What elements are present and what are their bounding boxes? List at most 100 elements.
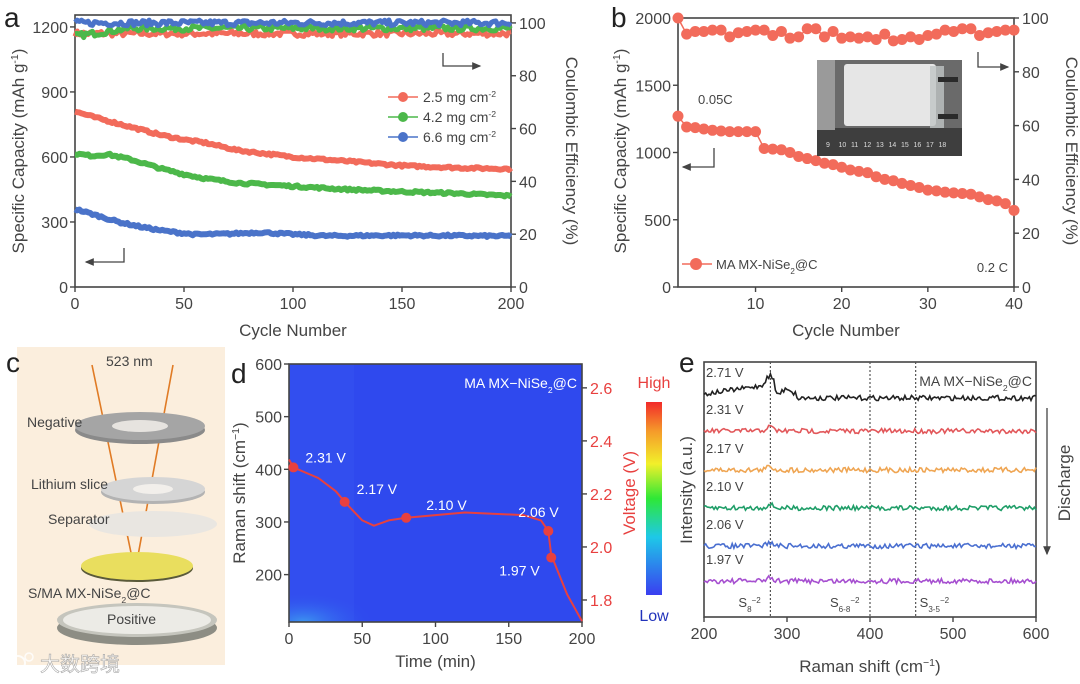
ce-series-2 — [73, 17, 513, 29]
right-axis-arrow-icon — [442, 53, 482, 70]
legend-marker — [398, 132, 408, 142]
capacity-point — [930, 185, 942, 197]
lithium-slice-hole — [133, 484, 173, 494]
capacity-point — [801, 153, 813, 165]
y-tick-label: 1500 — [635, 78, 671, 95]
spectrum-voltage-label: 2.31 V — [706, 402, 744, 417]
y-tick-label: 100 — [1022, 11, 1049, 28]
legend-marker — [398, 92, 408, 102]
ce-point — [1008, 24, 1020, 36]
y-tick-label: 100 — [519, 16, 546, 33]
voltage-point-label: 2.10 V — [426, 497, 467, 513]
label-part: S — [738, 595, 747, 610]
lithium-slice-label: Lithium slice — [31, 476, 108, 492]
ce-point — [681, 28, 693, 40]
rate-label-0-2c: 0.2 C — [977, 260, 1008, 275]
ce-point — [818, 31, 830, 43]
x-tick-label: 150 — [495, 631, 522, 648]
label-part: Specific Capacity (mAh g — [611, 64, 630, 254]
voltage-curve — [288, 459, 583, 622]
ruler-number: 12 — [864, 142, 872, 149]
y-tick-label: 2000 — [635, 11, 671, 28]
capacity-series-1 — [74, 150, 513, 200]
y-tick-label: 60 — [519, 122, 537, 139]
ce-point — [715, 24, 727, 36]
x-tick-label: 30 — [919, 296, 937, 313]
y-tick-label: 400 — [255, 462, 282, 479]
plot-frame — [74, 14, 512, 288]
label-part: ) — [9, 49, 28, 55]
capacity-point — [982, 194, 994, 206]
voltage-point — [401, 512, 412, 523]
ce-point — [801, 23, 813, 35]
y-tick-label: 2.6 — [590, 381, 612, 398]
voltage-point-label: 1.97 V — [499, 563, 540, 579]
capacity-point — [965, 188, 977, 200]
y-axis-title: Specific Capacity (mAh g-1) — [9, 49, 28, 254]
label-part: -2 — [488, 89, 496, 99]
capacity-point — [1008, 204, 1020, 216]
spectrum-voltage-label: 2.06 V — [706, 517, 744, 532]
colorbar-high-label: High — [638, 375, 671, 392]
capacity-point — [672, 110, 684, 122]
capacity-point — [793, 151, 805, 163]
vertical-ruler — [817, 60, 835, 130]
label-part: 2 — [548, 385, 553, 395]
voltage-point-label: 2.06 V — [518, 504, 559, 520]
capacity-point — [956, 188, 968, 200]
ce-point — [732, 27, 744, 39]
y-tick-label: 300 — [41, 215, 68, 232]
ruler-number: 15 — [901, 142, 909, 149]
capacity-point — [862, 167, 874, 179]
ce-point — [706, 24, 718, 36]
separator — [89, 511, 217, 537]
voltage-point — [339, 496, 350, 507]
capacity-series-0 — [74, 108, 514, 173]
ruler-number: 18 — [939, 142, 947, 149]
cathode-label: S/MA MX-NiSe2@C — [28, 585, 151, 605]
capacity-point — [784, 147, 796, 158]
y-tick-label: 900 — [41, 85, 68, 102]
watermark-text: 大数跨境 — [40, 653, 120, 676]
legend-marker — [398, 112, 408, 122]
ruler — [817, 128, 962, 156]
x-tick-label: 200 — [498, 296, 525, 313]
x-tick-label: 200 — [569, 631, 596, 648]
negative-electrode-hole — [112, 420, 168, 432]
capacity-point — [775, 144, 787, 156]
watermark-icon — [10, 655, 26, 671]
colorbar-low-label: Low — [639, 608, 669, 625]
ce-point — [905, 31, 917, 43]
capacity-point — [767, 143, 779, 155]
label-part: MA MX−NiSe — [919, 373, 1003, 389]
voltage-point — [546, 552, 557, 563]
left-axis-arrow-icon — [681, 148, 715, 171]
x-tick-label: 200 — [691, 626, 718, 643]
y-tick-label: 0 — [59, 280, 68, 297]
rate-label-0-05c: 0.05C — [698, 92, 733, 107]
x-tick-label: 400 — [857, 626, 884, 643]
y2-axis-title: Coulombic Efficiency (%) — [562, 57, 581, 246]
capacity-point — [715, 125, 727, 137]
panel-a: a0 50 100 150 20003006009001200020406080100C… — [4, 2, 581, 340]
legend-label: 2.5 mg cm-2 — [423, 89, 496, 105]
heatmap-low-shift-intensity — [289, 562, 429, 622]
species-label: S8−2 — [738, 595, 761, 614]
species-label: S3-5−2 — [920, 595, 950, 614]
cathode-disk — [81, 552, 193, 580]
label-part: ) — [935, 657, 941, 676]
ruler-number: 11 — [851, 142, 858, 149]
watermark-logo: 大数跨境 — [10, 652, 120, 676]
label-part: 4.2 mg cm — [423, 109, 488, 125]
label-part: S — [920, 595, 929, 610]
ce-point — [879, 28, 891, 40]
ce-point — [810, 23, 822, 35]
spectrum-voltage-label: 2.17 V — [706, 441, 744, 456]
y-tick-label: 0 — [1022, 280, 1031, 297]
x-axis-title: Time (min) — [395, 652, 476, 671]
tab-terminal — [938, 114, 958, 119]
discharge-label: Discharge — [1055, 445, 1074, 522]
y-tick-label: 2.0 — [590, 540, 612, 557]
ce-point — [991, 25, 1003, 37]
panel-letter: b — [611, 2, 627, 33]
